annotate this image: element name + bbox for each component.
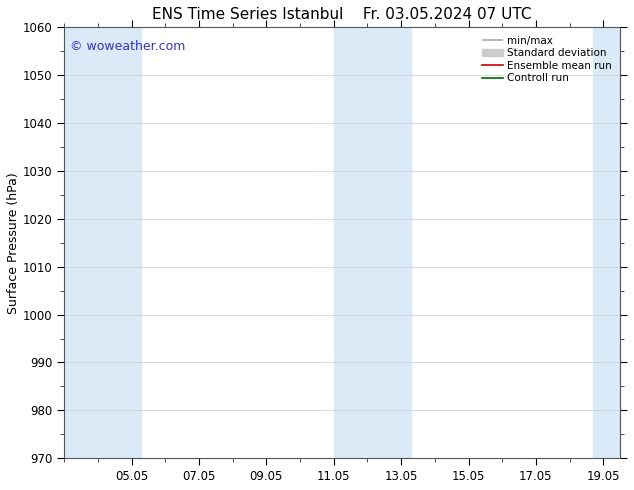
Legend: min/max, Standard deviation, Ensemble mean run, Controll run: min/max, Standard deviation, Ensemble me… xyxy=(479,32,615,87)
Title: ENS Time Series Istanbul    Fr. 03.05.2024 07 UTC: ENS Time Series Istanbul Fr. 03.05.2024 … xyxy=(152,7,532,22)
Text: © woweather.com: © woweather.com xyxy=(70,40,185,53)
Bar xyxy=(64,27,141,458)
Bar xyxy=(333,27,411,458)
Bar xyxy=(593,27,620,458)
Y-axis label: Surface Pressure (hPa): Surface Pressure (hPa) xyxy=(7,172,20,314)
